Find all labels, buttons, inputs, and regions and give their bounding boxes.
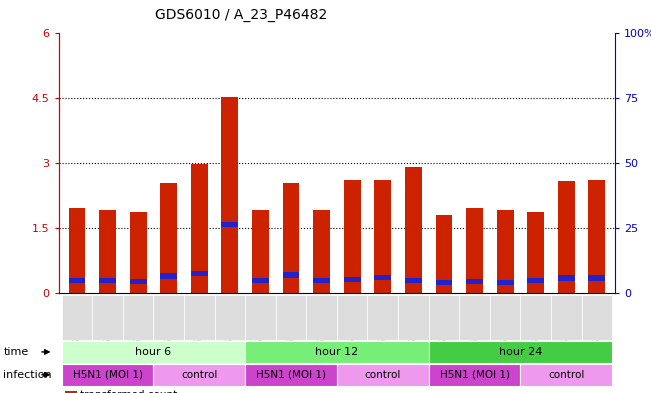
Bar	[130, 279, 146, 284]
Text: control: control	[181, 370, 217, 380]
Bar	[589, 275, 605, 281]
Text: H5N1 (MOI 1): H5N1 (MOI 1)	[256, 370, 326, 380]
Text: infection: infection	[3, 370, 52, 380]
Text: time: time	[3, 347, 29, 357]
Bar	[436, 280, 452, 285]
Bar	[130, 211, 146, 293]
Bar	[466, 208, 483, 293]
Bar	[283, 182, 299, 293]
Bar	[497, 210, 514, 293]
Bar	[344, 277, 361, 282]
Bar	[313, 278, 330, 283]
Bar	[527, 211, 544, 293]
Bar	[436, 215, 452, 293]
Bar	[191, 164, 208, 293]
Bar	[405, 167, 422, 293]
Text: GDS6010 / A_23_P46482: GDS6010 / A_23_P46482	[155, 8, 327, 22]
Bar	[68, 278, 85, 283]
Text: H5N1 (MOI 1): H5N1 (MOI 1)	[439, 370, 510, 380]
Text: transformed count: transformed count	[80, 390, 177, 393]
Text: hour 24: hour 24	[499, 347, 542, 357]
Text: control: control	[365, 370, 401, 380]
Bar	[405, 278, 422, 283]
Text: hour 6: hour 6	[135, 347, 171, 357]
Bar	[221, 222, 238, 227]
Bar	[374, 180, 391, 293]
Bar	[589, 180, 605, 293]
Bar	[160, 274, 177, 279]
Text: H5N1 (MOI 1): H5N1 (MOI 1)	[72, 370, 143, 380]
Bar	[68, 208, 85, 293]
Bar	[221, 97, 238, 293]
Bar	[99, 278, 116, 283]
Bar	[374, 275, 391, 280]
Bar	[160, 182, 177, 293]
Bar	[283, 272, 299, 277]
Text: hour 12: hour 12	[315, 347, 359, 357]
Bar	[313, 210, 330, 293]
Bar	[344, 180, 361, 293]
Bar	[99, 210, 116, 293]
Bar	[252, 210, 269, 293]
Bar	[558, 181, 575, 293]
Bar	[191, 271, 208, 276]
Bar	[558, 275, 575, 281]
Bar	[497, 280, 514, 285]
Bar	[466, 279, 483, 284]
Text: control: control	[548, 370, 585, 380]
Bar	[252, 278, 269, 283]
Bar	[527, 278, 544, 283]
